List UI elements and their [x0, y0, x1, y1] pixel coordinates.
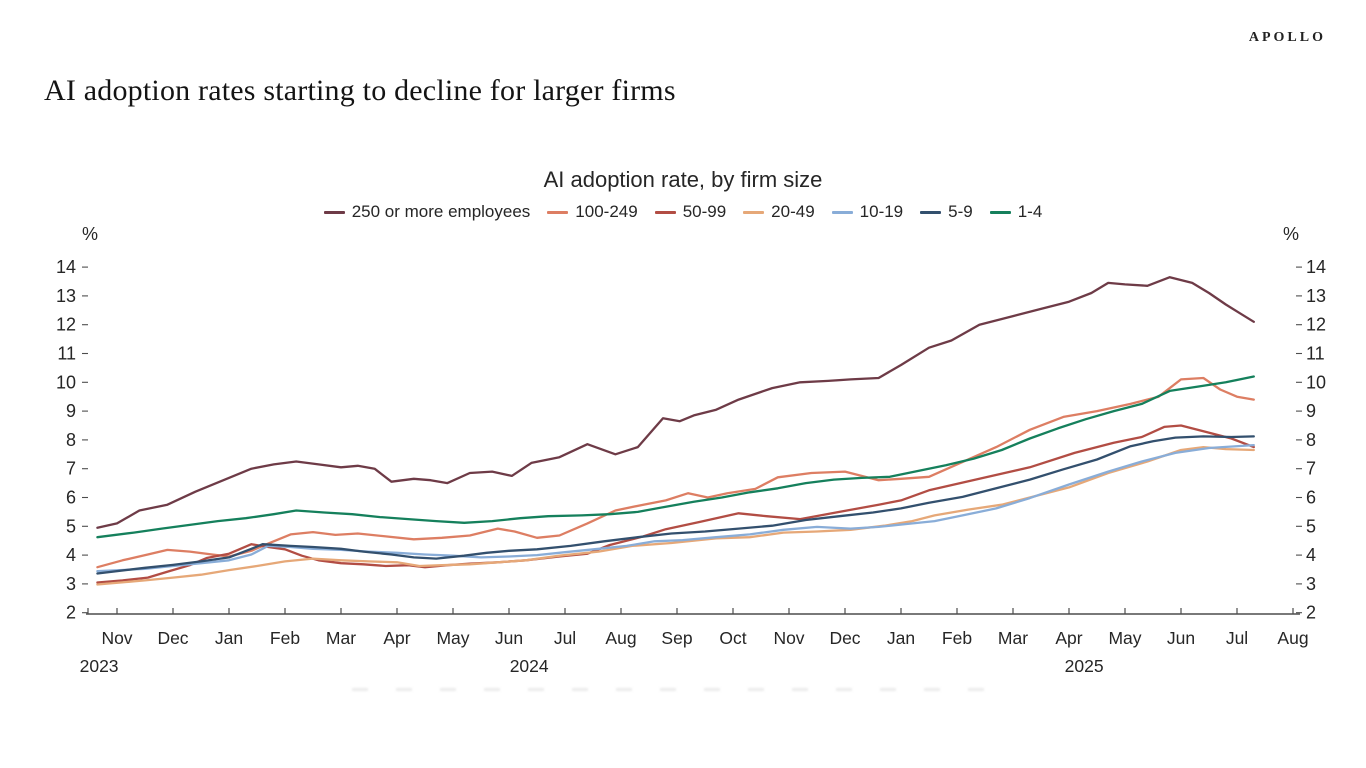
y-tick-label-right: 7: [1306, 459, 1316, 479]
series-line-100-249: [96, 376, 1255, 569]
y-axis-unit-right: %: [1283, 224, 1299, 244]
y-tick-label-right: 3: [1306, 574, 1316, 594]
legend-item-5: 10-19: [831, 202, 904, 222]
x-tick-label: Jan: [215, 628, 243, 648]
legend-swatch-icon: [743, 210, 765, 214]
y-tick-label-left: 12: [56, 315, 76, 335]
legend-label: 100-249: [575, 202, 638, 221]
x-tick-label: May: [1108, 628, 1141, 648]
x-tick-label: Dec: [829, 628, 860, 648]
y-tick-label-right: 8: [1306, 430, 1316, 450]
y-tick-label-right: 11: [1306, 344, 1325, 364]
y-tick-label-right: 9: [1306, 401, 1316, 421]
y-tick-label-left: 7: [66, 459, 76, 479]
y-tick-label-right: 5: [1306, 516, 1316, 536]
x-year-label: 2025: [1065, 656, 1104, 676]
x-tick-label: Nov: [773, 628, 804, 648]
apollo-logo: APOLLO: [1248, 30, 1326, 45]
y-axis-unit-left: %: [82, 224, 98, 244]
y-tick-label-left: 6: [66, 488, 76, 508]
x-tick-label: May: [436, 628, 469, 648]
legend-item-7: 1-4: [989, 202, 1043, 222]
x-year-label: 2023: [80, 656, 119, 676]
y-tick-label-left: 5: [66, 516, 76, 536]
y-tick-label-left: 8: [66, 430, 76, 450]
legend-swatch-icon: [323, 210, 345, 214]
y-tick-label-left: 9: [66, 401, 76, 421]
legend-item-1: 250 or more employees: [323, 202, 531, 222]
y-tick-label-right: 12: [1306, 315, 1326, 335]
y-tick-label-right: 6: [1306, 488, 1316, 508]
y-tick-label-right: 10: [1306, 372, 1326, 392]
legend-item-4: 20-49: [743, 202, 815, 222]
x-tick-label: Feb: [942, 628, 972, 648]
series-line-10-19: [96, 443, 1255, 573]
legend-label: 250 or more employees: [351, 202, 531, 221]
x-tick-label: Jul: [554, 628, 576, 648]
legend-item-2: 100-249: [547, 202, 638, 222]
legend-swatch-icon: [654, 210, 676, 214]
page-title: AI adoption rates starting to decline fo…: [44, 74, 676, 108]
x-tick-label: Feb: [270, 628, 300, 648]
y-tick-label-left: 11: [57, 344, 76, 364]
x-tick-label: Jun: [1167, 628, 1195, 648]
legend-label: 1-4: [1017, 202, 1043, 221]
y-tick-label-left: 2: [66, 603, 76, 623]
x-tick-label: Sep: [661, 628, 692, 648]
legend-swatch-icon: [989, 210, 1011, 214]
legend-swatch-icon: [920, 210, 942, 214]
chart-title: AI adoption rate, by firm size: [543, 167, 823, 192]
legend-swatch-icon: [831, 210, 853, 214]
x-tick-label: Aug: [1277, 628, 1308, 648]
y-tick-label-left: 10: [56, 372, 76, 392]
legend-label: 10-19: [859, 202, 904, 221]
x-year-label: 2024: [510, 656, 549, 676]
x-tick-label: Jul: [1226, 628, 1248, 648]
series-line-250-or-more-employees: [96, 276, 1255, 529]
legend-label: 50-99: [682, 202, 727, 221]
series-line-5-9: [96, 435, 1255, 575]
legend-label: 5-9: [948, 202, 973, 221]
x-tick-label: Dec: [157, 628, 188, 648]
y-tick-label-right: 2: [1306, 603, 1316, 623]
y-tick-label-left: 13: [56, 286, 76, 306]
y-tick-label-left: 14: [56, 257, 76, 277]
y-tick-label-right: 13: [1306, 286, 1326, 306]
x-tick-label: Apr: [1055, 628, 1082, 648]
series-line-20-49: [96, 445, 1255, 586]
x-tick-label: Nov: [101, 628, 132, 648]
legend-item-6: 5-9: [920, 202, 973, 222]
legend-item-3: 50-99: [654, 202, 727, 222]
series-line-1-4: [96, 375, 1255, 539]
legend-swatch-icon: [547, 210, 569, 214]
x-tick-label: Aug: [605, 628, 636, 648]
x-tick-label: Oct: [719, 628, 746, 648]
y-tick-label-right: 4: [1306, 545, 1316, 565]
y-tick-label-left: 4: [66, 545, 76, 565]
legend-label: 20-49: [771, 202, 815, 221]
y-tick-label-left: 3: [66, 574, 76, 594]
chart-legend: 250 or more employees 100-249 50-99 20-49 10…: [0, 202, 1366, 222]
footnote-remnant: [352, 688, 1012, 691]
x-tick-label: Jun: [495, 628, 523, 648]
x-tick-label: Mar: [326, 628, 356, 648]
x-tick-label: Jan: [887, 628, 915, 648]
y-tick-label-right: 14: [1306, 257, 1326, 277]
x-tick-label: Apr: [383, 628, 410, 648]
x-tick-label: Mar: [998, 628, 1028, 648]
